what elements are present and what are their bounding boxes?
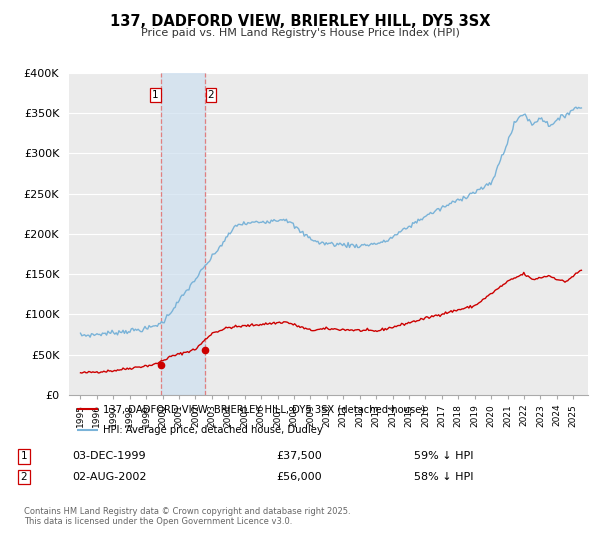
Bar	[161, 73, 205, 395]
Text: 2: 2	[208, 90, 214, 100]
Text: 03-DEC-1999: 03-DEC-1999	[72, 451, 146, 461]
Text: 2: 2	[20, 472, 28, 482]
Text: 59% ↓ HPI: 59% ↓ HPI	[414, 451, 473, 461]
Text: £37,500: £37,500	[276, 451, 322, 461]
Text: HPI: Average price, detached house, Dudley: HPI: Average price, detached house, Dudl…	[103, 424, 322, 435]
Text: 137, DADFORD VIEW, BRIERLEY HILL, DY5 3SX: 137, DADFORD VIEW, BRIERLEY HILL, DY5 3S…	[110, 14, 490, 29]
Text: £56,000: £56,000	[276, 472, 322, 482]
Text: 58% ↓ HPI: 58% ↓ HPI	[414, 472, 473, 482]
Text: 137, DADFORD VIEW, BRIERLEY HILL, DY5 3SX (detached house): 137, DADFORD VIEW, BRIERLEY HILL, DY5 3S…	[103, 404, 425, 414]
Text: 1: 1	[20, 451, 28, 461]
Text: 02-AUG-2002: 02-AUG-2002	[72, 472, 146, 482]
Text: Contains HM Land Registry data © Crown copyright and database right 2025.
This d: Contains HM Land Registry data © Crown c…	[24, 507, 350, 526]
Text: Price paid vs. HM Land Registry's House Price Index (HPI): Price paid vs. HM Land Registry's House …	[140, 28, 460, 38]
Text: 1: 1	[152, 90, 159, 100]
